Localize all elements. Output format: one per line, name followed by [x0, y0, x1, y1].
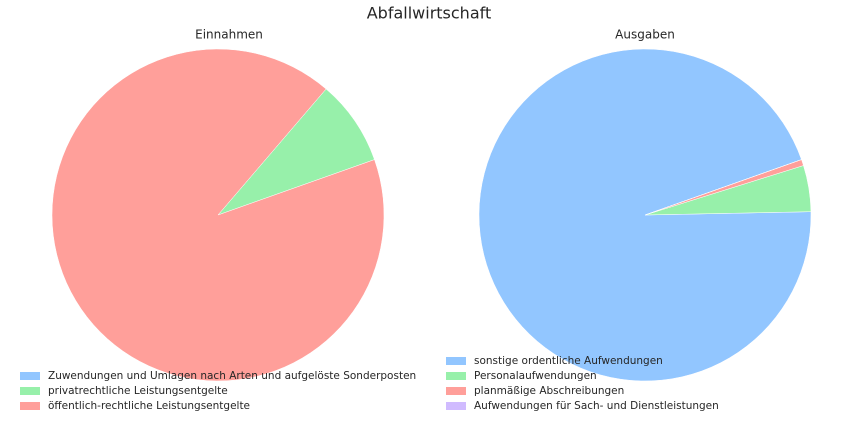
legend-label: Personalaufwendungen	[474, 370, 597, 382]
pie-slice	[217, 88, 375, 216]
pie-slice	[478, 48, 812, 382]
legend-swatch	[446, 387, 466, 395]
legend-label: sonstige ordentliche Aufwendungen	[474, 355, 663, 367]
legend-label: Zuwendungen und Umlagen nach Arten und a…	[48, 370, 416, 382]
pie-slice	[51, 48, 385, 382]
legend-swatch	[446, 357, 466, 365]
chart-title: Ausgaben	[615, 28, 675, 42]
chart-title: Einnahmen	[195, 28, 263, 42]
legend-label: planmäßige Abschreibungen	[474, 385, 624, 397]
legend-label: öffentlich-rechtliche Leistungsentgelte	[48, 400, 250, 412]
legend-swatch	[446, 372, 466, 380]
page-title: Abfallwirtschaft	[367, 4, 492, 23]
legend-swatch	[20, 372, 40, 380]
legend-swatch	[446, 402, 466, 410]
legend-swatch	[20, 402, 40, 410]
legend-label: privatrechtliche Leistungsentgelte	[48, 385, 228, 397]
legend-swatch	[20, 387, 40, 395]
legend-label: Aufwendungen für Sach- und Dienstleistun…	[474, 400, 719, 412]
